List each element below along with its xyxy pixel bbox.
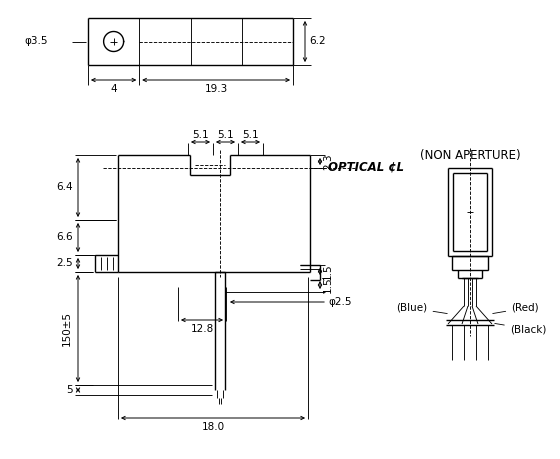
Text: φ2.5: φ2.5 [328,297,352,307]
Text: OPTICAL ¢L: OPTICAL ¢L [328,161,404,174]
Text: 1.5: 1.5 [323,277,333,293]
Text: 5.1: 5.1 [192,130,209,140]
Text: 6.4: 6.4 [57,183,73,192]
Text: 5.1: 5.1 [242,130,259,140]
Text: 19.3: 19.3 [204,84,228,94]
Text: 2.3: 2.3 [323,153,333,170]
Text: (NON APERTURE): (NON APERTURE) [419,150,520,162]
Text: 18.0: 18.0 [202,422,225,432]
Text: 6.6: 6.6 [57,233,73,242]
Text: (Blue): (Blue) [396,303,447,313]
Text: 6.2: 6.2 [309,37,325,46]
Text: 5.1: 5.1 [217,130,234,140]
Text: 1.5: 1.5 [323,263,333,280]
Text: 5: 5 [67,385,73,395]
Text: (Red): (Red) [493,303,539,313]
Text: φ3.5: φ3.5 [25,37,48,46]
Text: (Black): (Black) [494,324,546,334]
Text: 2.5: 2.5 [57,258,73,269]
Text: 12.8: 12.8 [190,324,213,334]
Text: 150±5: 150±5 [62,311,72,346]
Text: 4: 4 [110,84,117,94]
